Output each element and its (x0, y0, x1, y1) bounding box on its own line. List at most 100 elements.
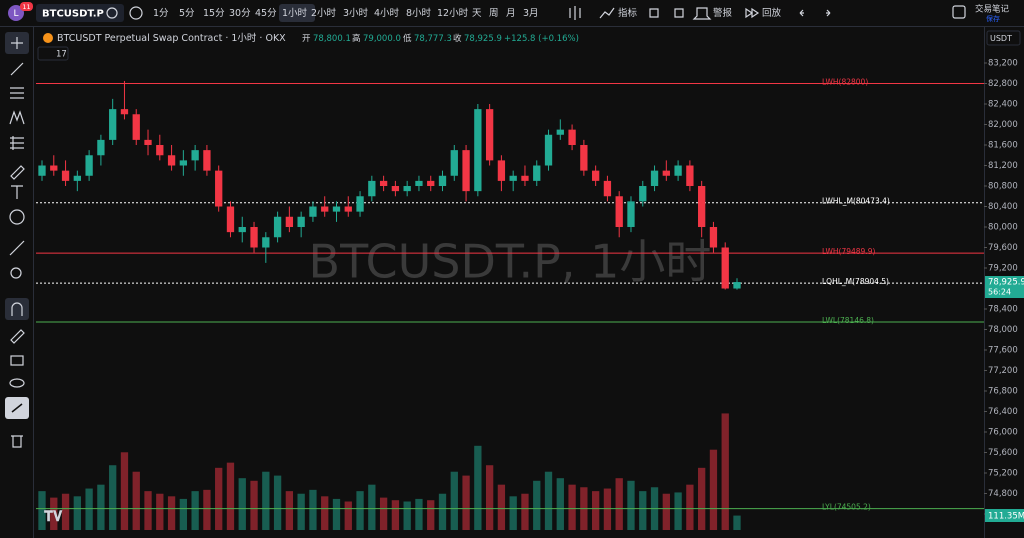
template-icon[interactable] (674, 8, 684, 18)
brush-icon[interactable] (10, 165, 25, 180)
y-tick-label: 77,600 (988, 346, 1018, 356)
volume-bar (627, 480, 635, 530)
currency[interactable]: USDT (990, 34, 1012, 43)
indicator-icon[interactable] (599, 7, 615, 19)
candle-body (97, 139, 105, 156)
add-icon[interactable] (129, 6, 143, 20)
interval[interactable]: 1小时 (282, 7, 308, 19)
lock-icon[interactable] (10, 355, 24, 366)
candle-body (544, 134, 553, 166)
candle-body (344, 206, 352, 212)
candle-body (474, 109, 482, 192)
y-tick-label: 80,000 (988, 223, 1018, 233)
interval[interactable]: 30分 (229, 8, 251, 19)
volume-bar (721, 413, 729, 530)
ruler-icon[interactable] (9, 240, 25, 256)
volume-box (985, 509, 1024, 522)
interval[interactable]: 周 (489, 8, 499, 19)
volume-bar (450, 471, 458, 530)
volume-bar (191, 491, 199, 530)
replay-icon[interactable] (745, 7, 760, 19)
candle-body (650, 170, 659, 187)
candle-body (379, 180, 388, 187)
volume-bar (485, 465, 494, 530)
candle-body (273, 216, 282, 238)
candle-body (156, 145, 164, 156)
volume-bar (368, 484, 376, 530)
interval[interactable]: 5分 (179, 8, 195, 19)
volume-bar (698, 467, 706, 530)
layout-icon[interactable] (649, 8, 659, 18)
magnet-icon[interactable] (11, 302, 23, 316)
volume-bar (379, 497, 388, 530)
volume-bar (132, 471, 140, 530)
notes[interactable]: 交易笔记 (975, 4, 1010, 15)
interval[interactable]: 天 (472, 8, 482, 19)
volume-bar (474, 445, 482, 530)
avatar[interactable] (8, 5, 24, 21)
trash-icon[interactable] (11, 435, 23, 448)
alert-icon[interactable] (692, 7, 712, 20)
legend: BTCUSDT Perpetual Swap Contract · 1小时 · … (37, 32, 579, 61)
interval[interactable]: 3小时 (343, 7, 369, 19)
projection-icon[interactable] (10, 136, 24, 150)
link-icon[interactable] (11, 403, 23, 413)
alerts[interactable]: 警报 (713, 7, 733, 19)
candle-body (391, 186, 400, 192)
pattern-icon[interactable] (9, 110, 25, 125)
candle-body (238, 227, 246, 233)
trendline-icon[interactable] (10, 62, 24, 76)
indicators[interactable]: 指标 (618, 7, 638, 19)
text-icon[interactable] (11, 185, 23, 199)
interval[interactable]: 2小时 (311, 7, 337, 19)
count-box[interactable] (37, 46, 69, 61)
candle-body (427, 180, 435, 187)
candle-body (132, 114, 140, 140)
volume-bar (203, 489, 211, 530)
zoom-icon[interactable] (10, 267, 22, 279)
notes-icon[interactable] (952, 5, 966, 19)
save[interactable]: 保存 (986, 14, 1000, 23)
volume-bar (273, 475, 282, 530)
y-tick-label: 81,600 (988, 141, 1018, 151)
volume-bar (391, 500, 400, 530)
volume-bar (61, 493, 70, 530)
symbol-box[interactable] (36, 4, 124, 22)
candle-body (285, 216, 294, 228)
fib-icon[interactable] (10, 87, 24, 99)
level-label: LYL(74505.2) (822, 503, 871, 512)
ohlc-value: 78,777.3 (414, 34, 452, 44)
crosshair-icon[interactable] (11, 37, 23, 49)
interval[interactable]: 月 (506, 8, 516, 19)
volume-bar (403, 501, 411, 530)
candle-body (38, 165, 46, 176)
replay[interactable]: 回放 (762, 7, 782, 19)
interval[interactable]: 1分 (153, 8, 169, 19)
interval[interactable]: 45分 (255, 8, 277, 19)
visibility-icon[interactable] (9, 378, 25, 388)
emoji-icon[interactable] (9, 209, 25, 225)
volume-bar (120, 452, 129, 530)
badge (20, 2, 33, 11)
interval[interactable]: 4小时 (374, 7, 400, 19)
draw-mode-icon[interactable] (10, 329, 25, 344)
indicator-count[interactable]: 17 (56, 50, 67, 60)
level-label: LQHL_M(78904.5) (822, 277, 889, 286)
interval[interactable]: 8小时 (406, 7, 432, 19)
candle-body (144, 139, 152, 146)
interval[interactable]: 3月 (523, 8, 539, 19)
undo-icon[interactable] (799, 9, 804, 17)
change: +125.8 (+0.16%) (504, 34, 579, 44)
interval[interactable]: 15分 (203, 8, 225, 19)
redo-icon[interactable] (826, 9, 831, 17)
volume-bar (85, 488, 93, 530)
symbol[interactable]: BTCUSDT.P (42, 9, 104, 20)
icon[interactable] (106, 7, 118, 19)
currency-box[interactable] (986, 30, 1021, 46)
volume-label: 111.35M (988, 512, 1024, 522)
chart-type-icon[interactable] (569, 6, 581, 20)
interval[interactable]: 12小时 (437, 7, 469, 19)
magnet-tool[interactable] (5, 298, 29, 320)
last-price: 78,925.9 (988, 278, 1024, 288)
candle-body (698, 186, 706, 228)
